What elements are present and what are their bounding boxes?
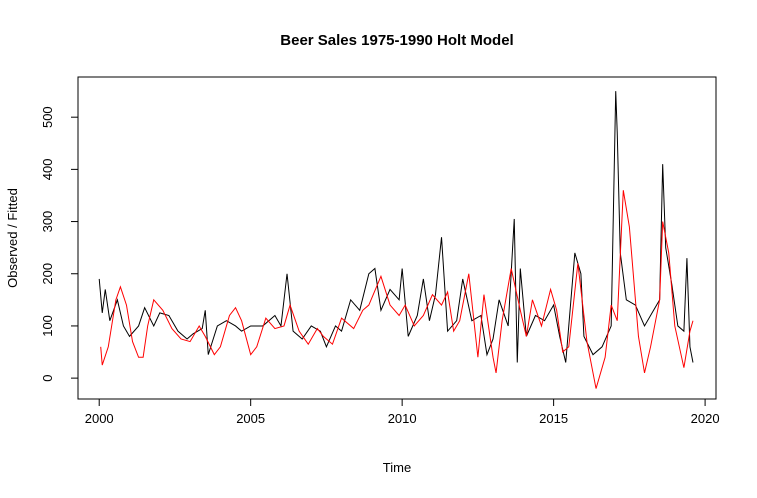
series-line [100,190,694,389]
y-tick-label: 0 [40,375,55,382]
x-tick-label: 2015 [539,411,568,426]
y-tick-label: 400 [40,159,55,181]
x-tick-label: 2010 [388,411,417,426]
y-tick-label: 200 [40,263,55,285]
series-line [98,91,694,363]
chart-title: Beer Sales 1975-1990 Holt Model [280,32,513,49]
x-tick-label: 2020 [691,411,720,426]
y-tick-label: 100 [40,315,55,337]
y-tick-label: 300 [40,211,55,233]
y-tick-label: 500 [40,106,55,128]
plot-frame [77,76,717,400]
y-axis-label: Observed / Fitted [5,188,20,288]
x-tick-label: 2005 [236,411,265,426]
x-axis-label: Time [383,460,411,475]
x-tick-label: 2000 [85,411,114,426]
